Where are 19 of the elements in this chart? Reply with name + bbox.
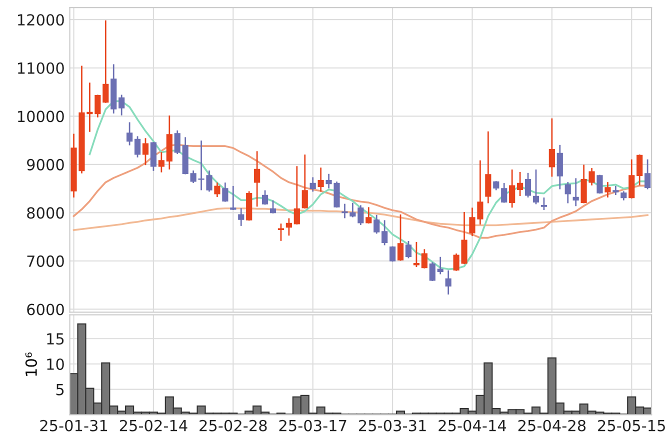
x-tick-label: 25-04-28 xyxy=(518,420,586,432)
x-tick-label: 25-05-15 xyxy=(598,420,665,432)
x-tick-label: 25-02-14 xyxy=(120,420,188,432)
y-tick-label: 15 xyxy=(47,333,64,345)
x-tick-label: 25-04-14 xyxy=(438,420,506,432)
y-tick-label: 11000 xyxy=(18,62,64,74)
y-tick-label: 8000 xyxy=(27,207,64,219)
y-tick-label: 5 xyxy=(56,384,64,396)
y-tick-label: 10 xyxy=(47,358,64,370)
x-tick-label: 25-03-17 xyxy=(279,420,346,432)
y-tick-label: 10000 xyxy=(18,110,64,122)
y-tick-label: 6000 xyxy=(27,304,64,316)
y-tick-label: 9000 xyxy=(27,158,64,170)
x-tick-label: 25-03-31 xyxy=(358,420,426,432)
y-tick-label: 7000 xyxy=(27,255,64,267)
x-tick-label: 25-02-28 xyxy=(200,420,267,432)
x-tick-label: 25-01-31 xyxy=(40,420,108,432)
y-tick-label: 12000 xyxy=(18,14,64,26)
y-axis-title: 10⁶ xyxy=(25,352,37,376)
